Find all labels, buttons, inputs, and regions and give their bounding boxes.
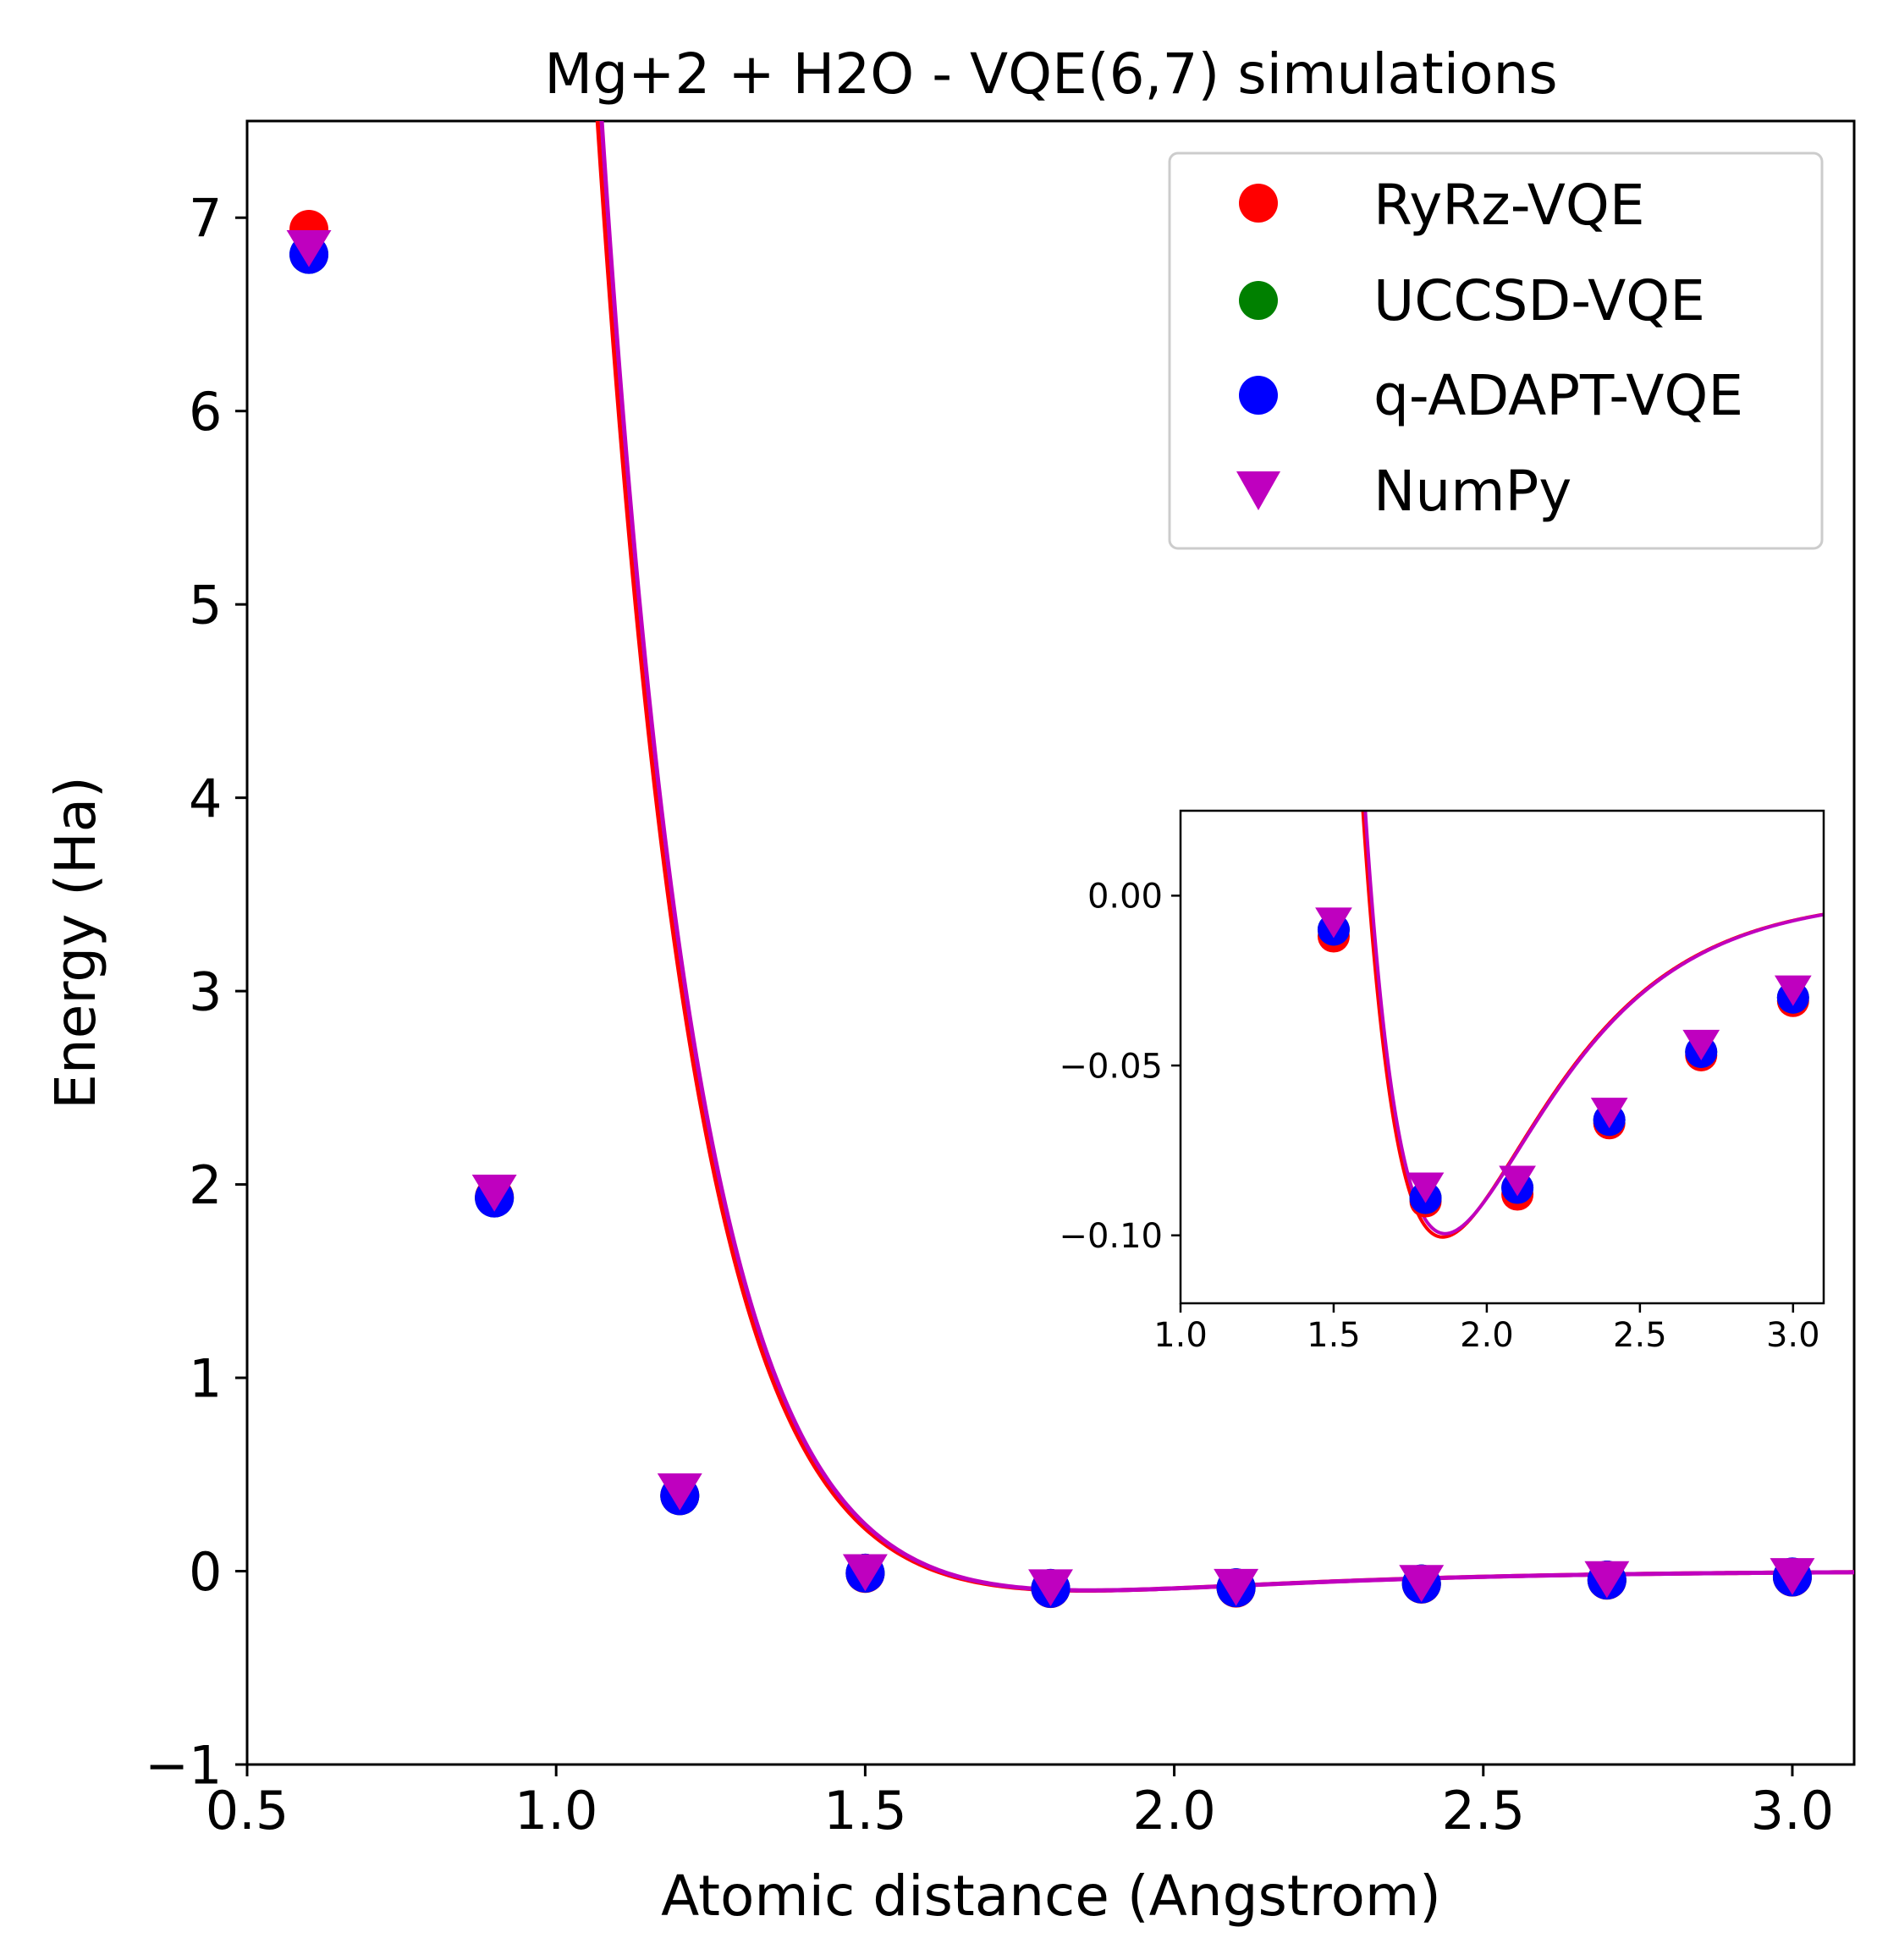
y-tick-label: 7 [189, 188, 222, 250]
x-tick-label: 2.5 [1613, 1316, 1667, 1355]
point-numpy [1499, 1165, 1536, 1197]
legend-label-q-adapt-vqe: q-ADAPT-VQE [1373, 363, 1743, 428]
y-tick-label: −0.10 [1059, 1217, 1163, 1256]
y-tick-label: 3 [189, 961, 222, 1022]
point-numpy [471, 1175, 517, 1212]
inset-y-axis: 0.00 −0.05 −0.10 [1059, 878, 1181, 1256]
chart-title: Mg+2 + H2O - VQE(6,7) simulations [544, 41, 1557, 107]
y-tick-label: 0 [189, 1541, 222, 1603]
inset-curve-numpy [1363, 811, 1824, 1236]
legend-box [1168, 151, 1824, 550]
point-numpy [286, 229, 332, 267]
legend: RyRz-VQE UCCSD-VQE q-ADAPT-VQE NumPy [1168, 151, 1824, 550]
x-tick-label: 3.0 [1766, 1316, 1820, 1355]
point-numpy [1028, 1569, 1073, 1607]
main-markers [286, 209, 1815, 1609]
legend-marker-ryrz-vqe [1239, 184, 1278, 223]
x-tick-label: 1.0 [515, 1780, 598, 1842]
y-axis-label: Energy (Ha) [43, 776, 108, 1109]
y-tick-label: −0.05 [1059, 1047, 1163, 1086]
legend-marker-uccsd-vqe [1239, 281, 1278, 320]
x-tick-label: 1.5 [823, 1780, 907, 1842]
point-numpy [1590, 1098, 1628, 1129]
y-tick-label: 2 [189, 1154, 222, 1216]
main-x-axis: 0.5 1.0 1.5 2.0 2.5 3.0 [206, 1765, 1835, 1842]
y-tick-label: 6 [189, 381, 222, 443]
x-tick-label: 1.0 [1153, 1316, 1208, 1355]
y-tick-label: 1 [189, 1347, 222, 1409]
point-numpy [1214, 1568, 1259, 1606]
inset-axes-frame [1179, 809, 1825, 1305]
point-numpy [1584, 1561, 1630, 1599]
x-tick-label: 3.0 [1751, 1780, 1835, 1842]
legend-label-numpy: NumPy [1373, 459, 1571, 524]
x-axis-label: Atomic distance (Angstrom) [661, 1864, 1441, 1929]
inset-background [1181, 811, 1824, 1303]
inset-markers [1315, 907, 1812, 1218]
point-numpy [842, 1554, 888, 1592]
point-numpy [1774, 975, 1812, 1006]
main-axes-frame [245, 119, 1856, 1766]
y-tick-label: −1 [145, 1734, 222, 1796]
point-numpy [1682, 1029, 1720, 1061]
legend-label-ryrz-vqe: RyRz-VQE [1373, 173, 1645, 238]
legend-marker-q-adapt-vqe [1239, 376, 1278, 415]
x-tick-label: 2.0 [1460, 1316, 1514, 1355]
y-tick-label: 4 [189, 768, 222, 829]
y-tick-label: 0.00 [1087, 878, 1163, 917]
y-tick-label: 5 [189, 574, 222, 636]
point-numpy [1399, 1565, 1445, 1603]
x-tick-label: 2.5 [1441, 1780, 1525, 1842]
point-numpy [1770, 1558, 1815, 1595]
inset-x-axis: 1.0 1.5 2.0 2.5 3.0 [1153, 1303, 1820, 1355]
point-numpy [657, 1473, 702, 1511]
point-numpy [1315, 907, 1352, 939]
legend-label-uccsd-vqe: UCCSD-VQE [1373, 268, 1705, 333]
x-tick-label: 0.5 [206, 1780, 289, 1842]
main-y-axis: −1 0 1 2 3 4 5 6 7 [145, 188, 247, 1796]
inset-chart: 1.0 1.5 2.0 2.5 3.0 0.00 −0.05 −0.10 [1059, 809, 1825, 1355]
legend-marker-numpy [1236, 471, 1280, 510]
x-tick-label: 2.0 [1132, 1780, 1216, 1842]
x-tick-label: 1.5 [1307, 1316, 1361, 1355]
point-numpy [1406, 1172, 1445, 1203]
